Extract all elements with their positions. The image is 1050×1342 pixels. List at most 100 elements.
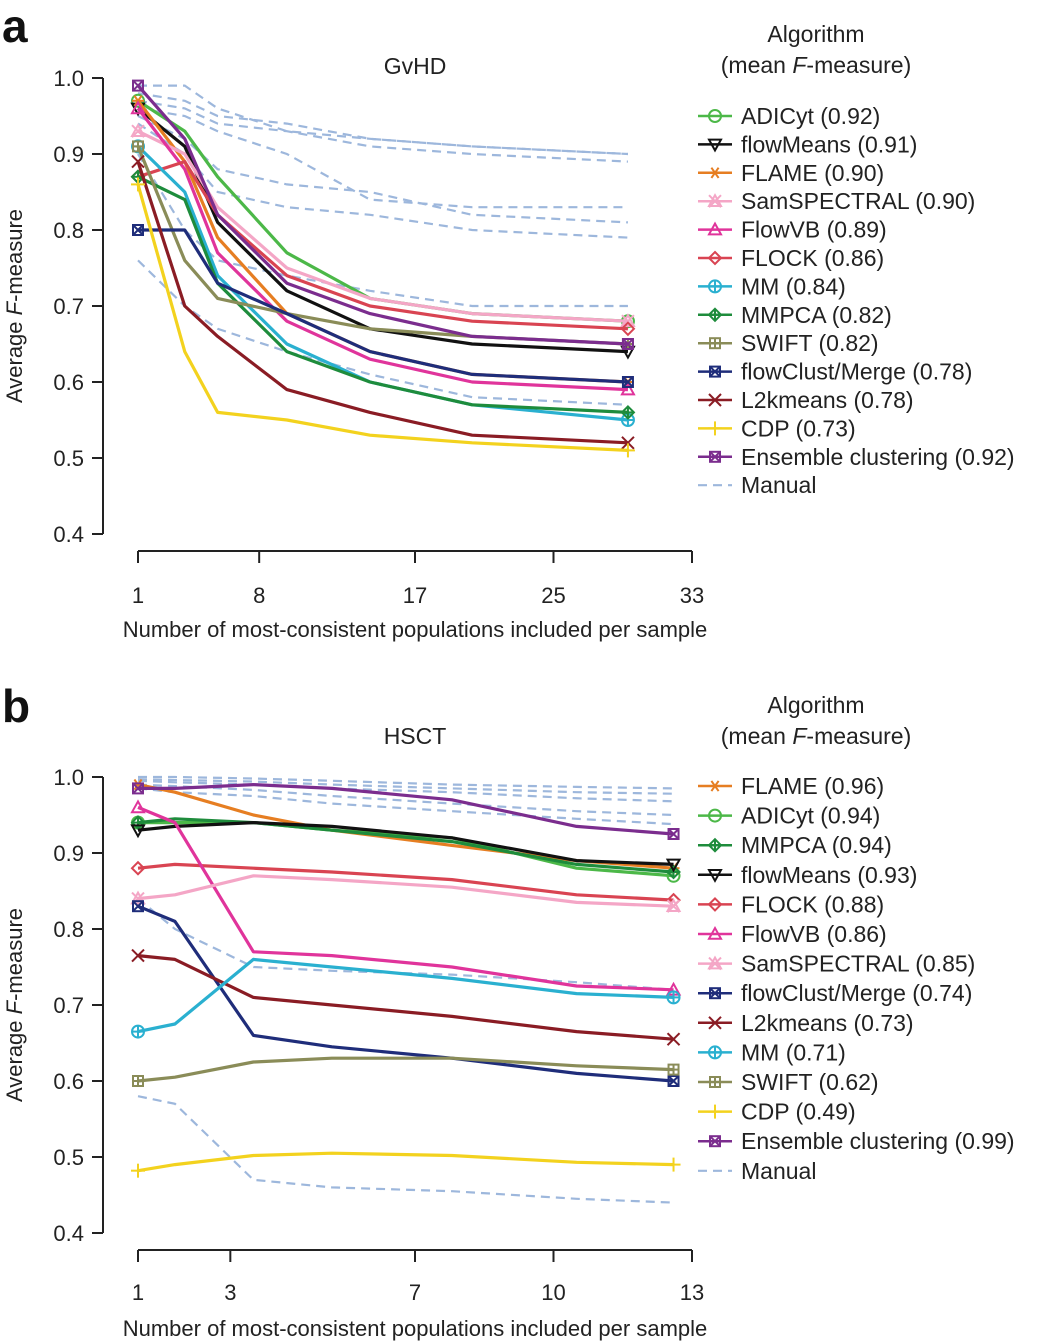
legend-item: CDP (0.49) [698,1099,856,1125]
data-point-marker [130,799,146,814]
series-flowvb [130,100,636,396]
y-tick-label: 1.0 [53,66,84,91]
y-tick-label: 0.6 [53,370,84,395]
legend-label: Manual [741,1158,816,1184]
legend-item: MMPCA (0.94) [698,832,892,858]
legend-marker [707,896,723,912]
chart-title: HSCT [384,723,447,749]
legend-item: L2kmeans (0.73) [698,1010,914,1036]
y-axis: 1.0 0.9 0.8 0.7 0.6 0.5 0.4 Average F-measure [2,765,104,1246]
legend-item: FLOCK (0.86) [698,245,884,271]
legend-label: FLAME (0.90) [741,160,884,186]
manual-line [137,107,628,209]
data-point-marker [620,443,635,458]
legend-label: Ensemble clustering (0.99) [741,1128,1015,1154]
manual-line [137,99,628,163]
series-line [137,904,674,1083]
legend-label: ADICyt (0.94) [741,803,880,829]
legend-marker [708,393,722,407]
legend-label: SWIFT (0.82) [741,330,879,356]
x-tick-label: 8 [253,583,265,608]
legend-label: ADICyt (0.92) [741,103,880,129]
series-line [136,145,629,346]
series-mmpca [130,169,636,420]
legend-label: FLOCK (0.86) [741,245,884,271]
legend-label: MM (0.71) [741,1039,846,1065]
series-line [136,107,629,354]
legend-subtitle: (mean F-measure) [721,52,911,78]
series-cdp [131,177,635,458]
legend-marker [708,421,722,436]
series-line [137,175,629,414]
series-line [137,817,674,874]
data-point-marker [132,1075,144,1087]
legend-title: Algorithm [767,21,864,47]
y-tick-label: 0.7 [53,993,84,1018]
manual-line [138,84,628,156]
data-point-marker [667,828,680,840]
legend-item: CDP (0.73) [698,415,856,441]
series-flowclust-merge [132,224,634,388]
manual-series [137,84,628,406]
data-point-marker [665,858,682,873]
legend-title: Algorithm [767,692,864,718]
legend-marker [708,1045,722,1060]
data-point-marker [130,100,146,115]
y-tick-label: 0.9 [53,142,84,167]
series-line [136,107,629,392]
legend-item: FlowVB (0.86) [698,921,887,947]
x-tick-label: 25 [541,583,565,608]
series-flowclust-merge [132,900,680,1087]
legend-marker [709,337,721,350]
chart-title: GvHD [384,53,447,79]
legend-label: SWIFT (0.62) [741,1069,879,1095]
series-cdp [131,1151,681,1178]
legend-marker [707,250,723,266]
legend-label: SamSPECTRAL (0.85) [741,951,975,977]
data-point-marker [666,1157,681,1172]
legend-item: FLAME (0.96) [698,773,884,799]
data-point-marker [621,338,634,350]
data-point-marker [620,381,636,396]
legend-item: flowMeans (0.93) [698,862,917,888]
data-point-marker [667,1063,680,1076]
x-axis-title: Number of most-consistent populations in… [123,1316,708,1341]
data-point-marker [665,898,682,913]
data-point-marker [620,313,636,328]
legend-item: FLAME (0.90) [698,160,884,186]
legend-item-manual: Manual [698,472,816,498]
data-point-marker [131,177,145,192]
series-adicyt [131,815,681,883]
panel-letter: a [2,0,28,52]
series-samspectral [130,123,636,328]
y-tick-label: 0.5 [53,446,84,471]
manual-line [137,153,628,308]
legend-item: SWIFT (0.62) [698,1069,879,1095]
legend-item: flowClust/Merge (0.74) [698,980,972,1006]
series-line [137,954,674,1041]
series-line [137,160,629,331]
data-point-marker [667,1075,680,1087]
panel-a: a GvHD 1.0 0.9 0.8 0.7 0.6 0.5 0.4 Average F-meas… [2,0,1015,642]
data-point-marker [132,140,144,153]
series-line [137,805,674,992]
series-line [137,820,674,866]
legend-item: Ensemble clustering (0.92) [698,444,1015,470]
legend-item-manual: Manual [698,1158,816,1184]
legend-marker [707,221,723,236]
legend-label: CDP (0.49) [741,1099,856,1125]
manual-line [137,779,674,803]
y-tick-label: 0.8 [53,218,84,243]
y-tick-label: 0.5 [53,1145,84,1170]
legend-label: FLAME (0.96) [741,773,884,799]
x-tick-label: 3 [224,1280,236,1305]
data-point-marker [666,990,681,1005]
x-tick-label: 7 [409,1280,421,1305]
series-line [136,84,629,346]
x-tick-label: 13 [680,1280,704,1305]
legend: Algorithm(mean F-measure)ADICyt (0.92)fl… [698,21,1015,498]
series-flowmeans [130,820,682,873]
legend-label: L2kmeans (0.78) [741,387,914,413]
legend-item: ADICyt (0.94) [698,803,880,829]
